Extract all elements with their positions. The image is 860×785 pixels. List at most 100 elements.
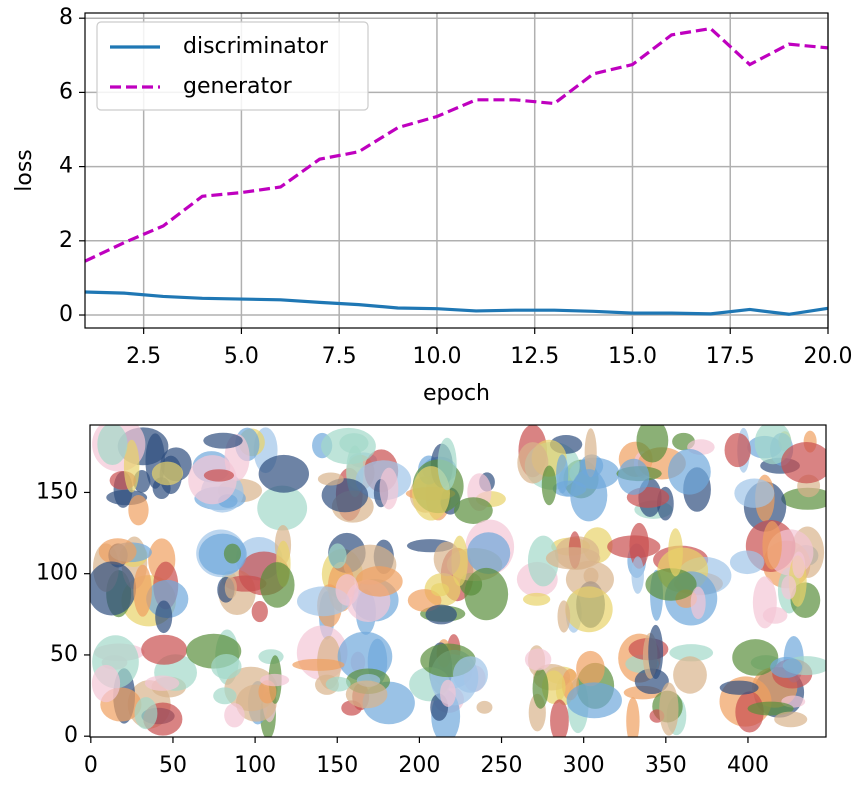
image-blob — [557, 600, 571, 633]
image-blob — [317, 472, 344, 486]
image-blob — [541, 465, 557, 506]
x-tick-label: 2.5 — [126, 344, 161, 369]
image-blob — [668, 528, 683, 577]
image-blob — [734, 478, 775, 508]
image-blob — [659, 682, 679, 736]
image-blob — [629, 522, 649, 569]
image-blob — [437, 437, 457, 491]
image-blob — [91, 664, 121, 703]
image-blob — [464, 567, 509, 621]
image-blob — [754, 425, 792, 465]
image-blob — [407, 589, 442, 612]
image-blob — [224, 576, 237, 599]
image-blob — [648, 624, 664, 680]
image-blob — [781, 575, 797, 600]
image-blob — [735, 691, 764, 733]
image-blob — [203, 469, 235, 482]
image-blob — [690, 586, 706, 620]
image-blob — [570, 469, 608, 522]
image-blob — [453, 497, 493, 524]
image-blob — [430, 583, 450, 597]
image-blob — [335, 574, 359, 606]
image-blob — [545, 547, 601, 570]
image-blob — [576, 650, 605, 687]
image-blob — [584, 428, 597, 478]
image-blob — [634, 668, 669, 695]
x-tick-label: 150 — [316, 753, 358, 778]
image-blob — [134, 697, 158, 730]
image-blob — [321, 478, 369, 513]
image-blob — [128, 494, 149, 526]
image-blob — [144, 675, 180, 691]
x-tick-label: 0 — [84, 753, 98, 778]
image-blob — [565, 586, 613, 633]
image-blob — [566, 682, 622, 719]
legend: discriminator generator — [96, 21, 369, 111]
image-blob — [433, 541, 461, 577]
image-blob — [452, 656, 488, 693]
image-blob — [203, 432, 243, 449]
image-blob — [259, 562, 295, 608]
axes-frame — [84, 12, 829, 329]
image-blob — [636, 425, 669, 463]
x-tick-label: 350 — [645, 753, 687, 778]
image-blob — [466, 532, 511, 574]
image-blob — [770, 656, 803, 678]
y-axis-label: loss — [12, 149, 37, 192]
legend-box — [96, 21, 369, 111]
image-blob — [345, 680, 388, 709]
image-blob — [97, 425, 128, 466]
image-blob — [328, 543, 347, 569]
image-blob — [90, 561, 137, 616]
x-tick-label: 17.5 — [706, 344, 755, 369]
image-blob — [527, 535, 559, 587]
y-tick-label: 4 — [59, 154, 73, 179]
y-tick-label: 8 — [59, 5, 73, 30]
image-blob — [425, 604, 457, 625]
image-blob — [325, 676, 351, 692]
image-blob — [379, 467, 399, 510]
y-tick-label: 100 — [36, 561, 78, 586]
image-blob — [151, 461, 184, 486]
data-line — [84, 26, 829, 263]
image-blob — [550, 699, 569, 737]
x-tick-label: 12.5 — [510, 344, 559, 369]
image-blob — [524, 648, 552, 671]
image-blob — [762, 607, 788, 624]
image-blob — [792, 551, 806, 579]
image-blob — [339, 433, 369, 454]
image-blob — [223, 543, 242, 564]
image-blob — [141, 634, 188, 665]
image-blob — [565, 560, 614, 598]
x-tick-label: 10.0 — [412, 344, 461, 369]
image-blob — [198, 533, 247, 576]
image-blob — [724, 432, 751, 468]
image-blob — [98, 538, 137, 565]
image-blob — [781, 442, 826, 484]
image-blob — [617, 458, 650, 495]
x-tick-label: 200 — [398, 753, 440, 778]
x-tick-label: 15.0 — [608, 344, 657, 369]
image-blob — [631, 556, 644, 594]
x-tick-label: 300 — [563, 753, 605, 778]
y-tick-label: 6 — [59, 79, 73, 104]
x-tick-label: 50 — [159, 753, 187, 778]
image-blob — [123, 439, 140, 493]
image-blob — [292, 658, 345, 671]
image-blob — [747, 701, 794, 716]
image-blob — [732, 639, 779, 676]
image-blob — [719, 680, 759, 695]
y-tick-label: 0 — [59, 302, 73, 327]
image-blob — [133, 564, 152, 617]
image-blob — [673, 656, 707, 694]
image-blob — [260, 673, 290, 687]
y-tick-label: 0 — [64, 723, 78, 748]
image-blob — [440, 679, 456, 707]
legend-label: discriminator — [183, 34, 329, 59]
image-blob — [213, 687, 237, 705]
image-blob — [626, 697, 640, 737]
x-tick-label: 20.0 — [804, 344, 853, 369]
data-line — [84, 290, 829, 316]
image-blob — [729, 550, 765, 575]
